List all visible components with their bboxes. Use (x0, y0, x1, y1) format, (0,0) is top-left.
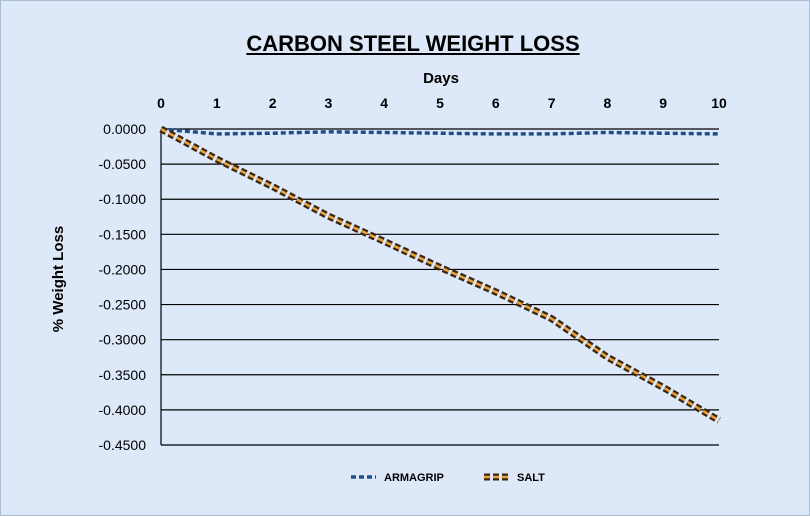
x-tick-label: 5 (436, 95, 444, 111)
y-tick-label: -0.3000 (99, 332, 147, 348)
x-tick-label: 0 (157, 95, 165, 111)
x-tick-label: 1 (213, 95, 221, 111)
x-tick-label: 2 (269, 95, 277, 111)
salt-series-line (160, 127, 720, 422)
x-tick-label: 6 (492, 95, 500, 111)
x-tick-label: 9 (659, 95, 667, 111)
x-tick-label: 10 (711, 95, 727, 111)
y-tick-labels: 0.0000 -0.0500 -0.1000 -0.1500 -0.2000 -0.250… (99, 121, 147, 453)
series-lines (159, 125, 721, 424)
x-tick-label: 3 (325, 95, 333, 111)
x-tick-label: 4 (380, 95, 388, 111)
y-tick-label: -0.1500 (99, 226, 147, 242)
armagrip-series-line (160, 127, 720, 136)
y-tick-label: 0.0000 (103, 121, 146, 137)
chart-title: CARBON STEEL WEIGHT LOSS (246, 31, 579, 56)
y-tick-label: -0.0500 (99, 156, 147, 172)
y-axis-label: % Weight Loss (50, 226, 67, 332)
y-tick-label: -0.2500 (99, 297, 147, 313)
legend-label: SALT (517, 472, 545, 484)
x-axis-label: Days (423, 70, 459, 87)
legend-label: ARMAGRIP (384, 472, 444, 484)
x-tick-label: 7 (548, 95, 556, 111)
legend: ARMAGRIP SALT (351, 472, 545, 484)
y-tick-label: -0.3500 (99, 367, 147, 383)
x-tick-labels: 0 1 2 3 4 5 6 7 8 9 10 (157, 95, 727, 111)
y-tick-label: -0.2000 (99, 261, 147, 277)
y-tick-label: -0.4000 (99, 402, 147, 418)
y-tick-label: -0.4500 (99, 437, 147, 453)
x-tick-label: 8 (604, 95, 612, 111)
gridlines (160, 128, 719, 446)
y-tick-label: -0.1000 (99, 191, 147, 207)
